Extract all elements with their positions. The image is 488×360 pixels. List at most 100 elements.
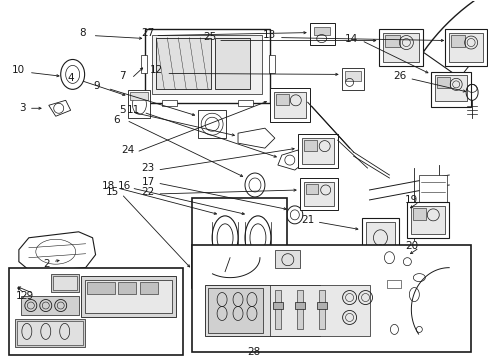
Text: 18: 18 <box>102 181 115 191</box>
Text: 21: 21 <box>301 215 314 225</box>
Bar <box>273 92 305 118</box>
Polygon shape <box>238 128 274 148</box>
Bar <box>269 88 309 122</box>
Bar <box>379 28 423 67</box>
Polygon shape <box>49 100 71 116</box>
Bar <box>301 138 333 164</box>
Text: 27: 27 <box>141 28 154 37</box>
Bar <box>309 23 334 45</box>
Text: 19: 19 <box>404 195 417 205</box>
Bar <box>53 276 77 289</box>
Bar <box>268 55 274 73</box>
Bar <box>192 245 470 352</box>
Text: 5: 5 <box>119 105 125 115</box>
Text: 23: 23 <box>142 163 155 173</box>
Bar <box>365 222 395 262</box>
Bar <box>410 252 444 280</box>
Bar <box>303 140 316 151</box>
Bar <box>361 218 399 266</box>
Bar <box>156 37 211 89</box>
Bar <box>412 208 426 220</box>
Text: 15: 15 <box>106 187 119 197</box>
Bar <box>192 198 286 288</box>
Bar <box>410 206 444 234</box>
Bar <box>341 68 363 90</box>
Bar <box>407 202 448 238</box>
Text: 26: 26 <box>392 71 405 81</box>
Bar <box>434 248 446 272</box>
Bar <box>269 285 369 336</box>
Text: 2: 2 <box>43 259 50 269</box>
Bar <box>430 72 470 107</box>
Bar <box>86 282 114 293</box>
Bar <box>215 37 249 89</box>
Bar <box>21 296 79 315</box>
Bar <box>118 282 136 293</box>
Bar <box>17 321 82 345</box>
Polygon shape <box>19 232 95 272</box>
Bar <box>208 288 263 333</box>
Bar <box>305 184 317 194</box>
Bar <box>294 302 304 310</box>
Text: 9: 9 <box>93 81 100 91</box>
Bar <box>51 274 79 292</box>
Bar <box>162 100 177 106</box>
Bar <box>385 35 400 46</box>
Bar <box>383 32 419 62</box>
Bar <box>412 254 426 266</box>
Bar <box>448 32 482 62</box>
Bar <box>81 276 176 318</box>
Bar <box>436 77 449 88</box>
Bar <box>198 110 225 138</box>
Bar <box>421 248 431 272</box>
Bar <box>152 35 262 94</box>
Bar <box>274 289 280 329</box>
Polygon shape <box>277 150 304 170</box>
Bar <box>313 27 329 35</box>
Text: 22: 22 <box>142 187 155 197</box>
Bar <box>130 92 148 100</box>
Text: 28: 28 <box>247 347 260 357</box>
Bar <box>128 90 150 118</box>
Bar <box>303 182 333 206</box>
Bar <box>318 289 324 329</box>
Text: 14: 14 <box>344 33 358 44</box>
Bar <box>448 248 459 272</box>
Bar <box>296 289 302 329</box>
Text: 20: 20 <box>404 241 417 251</box>
Bar <box>272 302 282 310</box>
Bar <box>238 100 252 106</box>
Text: 10: 10 <box>12 66 25 76</box>
Bar <box>205 285 319 336</box>
Bar <box>434 75 466 101</box>
Bar <box>416 245 464 275</box>
Text: 25: 25 <box>203 32 216 41</box>
Text: 11: 11 <box>126 105 140 115</box>
Text: 6: 6 <box>113 115 120 125</box>
Text: 12: 12 <box>149 66 163 76</box>
Bar <box>316 302 326 310</box>
Bar <box>407 248 448 284</box>
Text: 7: 7 <box>119 71 125 81</box>
Bar <box>275 94 288 105</box>
Bar <box>274 250 299 268</box>
Text: 8: 8 <box>79 28 86 37</box>
Text: 4: 4 <box>67 73 74 84</box>
Polygon shape <box>13 275 62 305</box>
Text: 24: 24 <box>121 145 134 155</box>
Text: 17: 17 <box>142 177 155 187</box>
Bar <box>15 319 84 347</box>
Bar <box>299 178 337 210</box>
Bar <box>84 280 172 314</box>
Bar <box>145 28 269 103</box>
Text: 29: 29 <box>20 291 33 301</box>
Bar <box>9 268 183 355</box>
Bar <box>386 280 401 288</box>
Bar <box>419 175 447 230</box>
Bar <box>297 134 337 168</box>
Text: 16: 16 <box>118 181 131 191</box>
Bar <box>444 28 486 67</box>
Text: 1: 1 <box>16 291 22 301</box>
Text: 13: 13 <box>263 30 276 40</box>
Bar <box>344 71 360 81</box>
